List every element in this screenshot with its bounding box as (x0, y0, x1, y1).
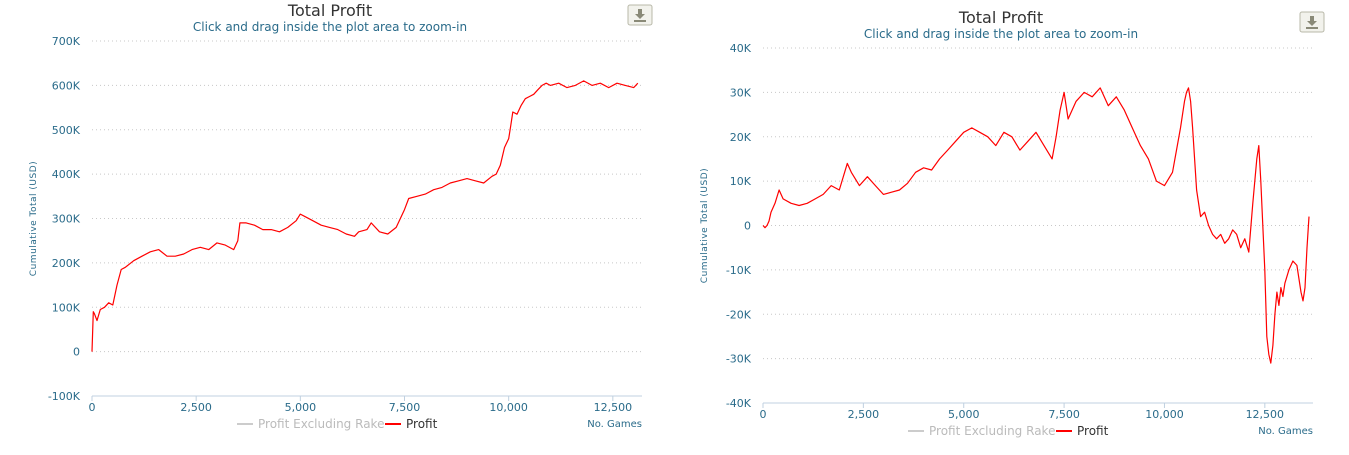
y-axis-label: Cumulative Total (USD) (700, 168, 710, 283)
chart-left[interactable]: Total Profit Click and drag inside the pl… (0, 0, 660, 455)
series-line-profit[interactable] (762, 87, 1310, 364)
ytick-label: -30K (726, 353, 752, 366)
download-icon (1306, 16, 1318, 29)
chart-right[interactable]: Total Profit Click and drag inside the pl… (671, 0, 1331, 455)
xtick-label: 0 (760, 408, 767, 421)
xtick-label: 12,500 (594, 401, 633, 414)
xtick-label: 10,000 (1145, 408, 1184, 421)
ytick-label: 700K (52, 35, 81, 48)
ytick-label: -10K (726, 264, 752, 277)
chart-subtitle: Click and drag inside the plot area to z… (193, 20, 467, 34)
ytick-label: -100K (48, 390, 81, 403)
ytick-label: 200K (52, 257, 81, 270)
download-icon-base (634, 20, 646, 22)
chart-title: Total Profit (958, 8, 1043, 27)
xtick-label: 10,000 (489, 401, 528, 414)
legend-item-profit-excluding-rake[interactable]: Profit Excluding Rake (237, 417, 384, 431)
x-axis-label: No. Games (1258, 426, 1313, 437)
ytick-label: 10K (730, 175, 752, 188)
legend-label[interactable]: Profit Excluding Rake (929, 424, 1055, 438)
xtick-label: 12,500 (1246, 408, 1285, 421)
download-icon-stem (638, 9, 642, 15)
ytick-label: 30K (730, 86, 752, 99)
download-icon-base (1306, 27, 1318, 29)
chart-subtitle: Click and drag inside the plot area to z… (864, 27, 1138, 41)
legend-item-profit[interactable]: Profit (1056, 424, 1109, 438)
legend-label[interactable]: Profit Excluding Rake (258, 417, 384, 431)
ytick-label: 400K (52, 168, 81, 181)
download-icon-stem (1310, 16, 1314, 22)
ytick-label: -40K (726, 397, 752, 410)
download-icon-arrow (635, 14, 645, 19)
series-line-profit[interactable] (91, 80, 639, 352)
ytick-label: 100K (52, 301, 81, 314)
download-icon (634, 9, 646, 22)
legend-label[interactable]: Profit (1077, 424, 1109, 438)
ytick-label: 300K (52, 213, 81, 226)
legend-item-profit[interactable]: Profit (385, 417, 438, 431)
ytick-label: 0 (744, 220, 751, 233)
xtick-label: 5,000 (285, 401, 317, 414)
export-button[interactable] (627, 4, 653, 26)
ytick-label: 40K (730, 42, 752, 55)
xtick-label: 2,500 (848, 408, 880, 421)
legend-item-profit-excluding-rake[interactable]: Profit Excluding Rake (908, 424, 1055, 438)
ytick-label: 0 (73, 346, 80, 359)
xtick-label: 5,000 (948, 408, 980, 421)
xtick-label: 0 (89, 401, 96, 414)
chart-title: Total Profit (287, 1, 372, 20)
ytick-label: 600K (52, 79, 81, 92)
download-icon-arrow (1307, 21, 1317, 26)
xtick-label: 7,500 (389, 401, 421, 414)
ytick-label: -20K (726, 308, 752, 321)
legend-label[interactable]: Profit (406, 417, 438, 431)
x-axis-label: No. Games (587, 419, 642, 430)
export-button[interactable] (1299, 11, 1325, 33)
xtick-label: 7,500 (1048, 408, 1080, 421)
y-axis-label: Cumulative Total (USD) (29, 161, 39, 276)
ytick-label: 20K (730, 131, 752, 144)
ytick-label: 500K (52, 124, 81, 137)
xtick-label: 2,500 (180, 401, 212, 414)
